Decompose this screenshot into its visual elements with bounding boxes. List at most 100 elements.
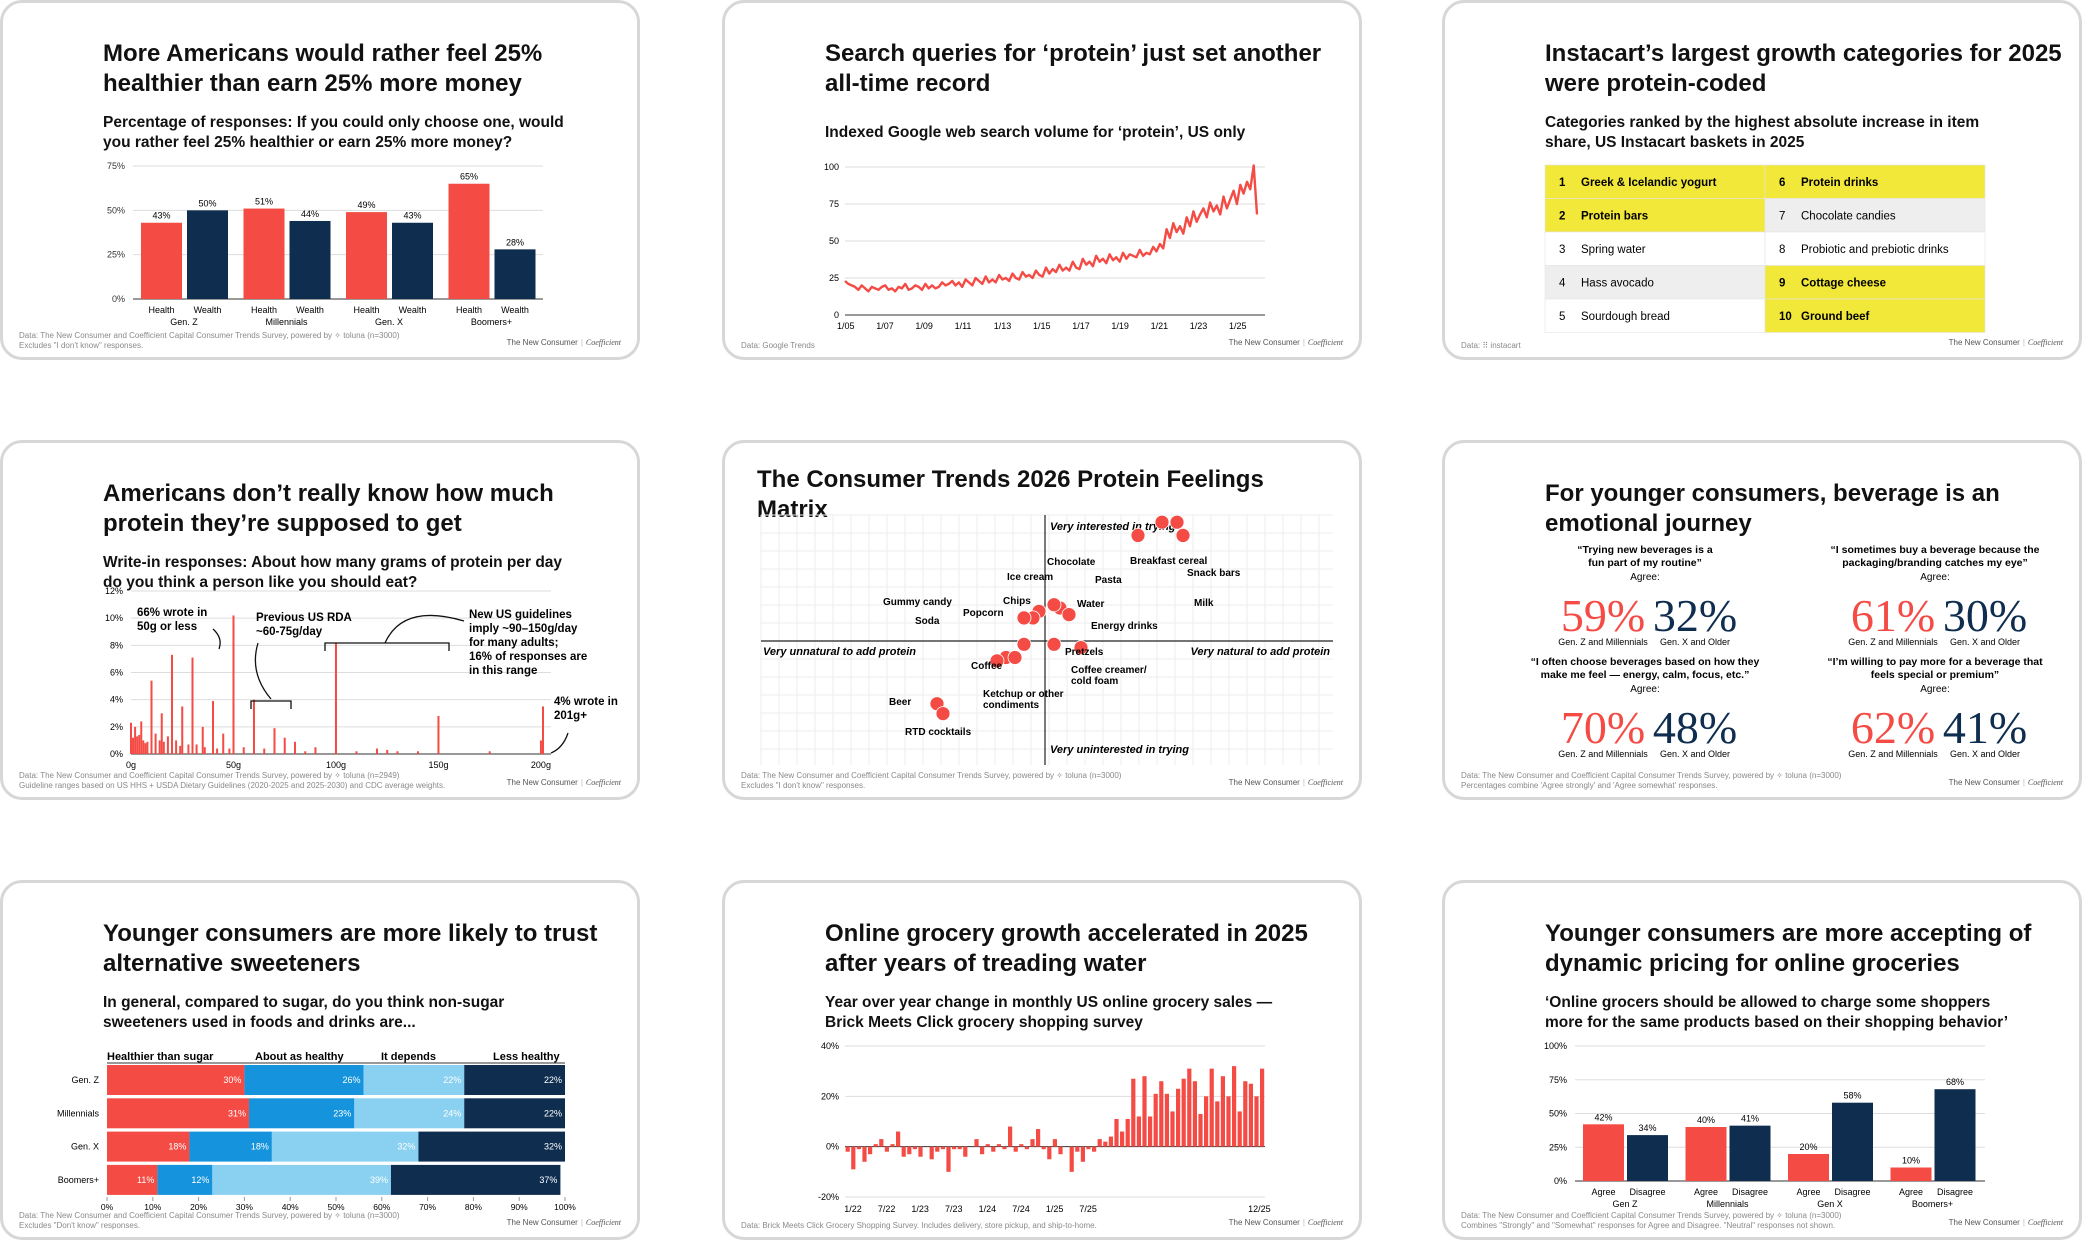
- bar-value-label: 68%: [1946, 1077, 1964, 1087]
- footnote: Data: The New Consumer and Coefficient C…: [741, 771, 1122, 790]
- brand-mark: The New Consumer | Coefficient: [1228, 338, 1343, 347]
- annotation-previous-rda: Previous US RDA ~60-75g/day: [256, 612, 352, 638]
- point-label: Gummy candy: [883, 597, 952, 608]
- legend-1: About as healthy: [255, 1051, 345, 1063]
- stacked-segment: [107, 1098, 249, 1129]
- scatter-point: [989, 653, 1005, 669]
- stat-old: 32%: [1653, 590, 1737, 641]
- y-tick-label: 0%: [826, 1142, 839, 1152]
- histogram-bar: [146, 741, 149, 754]
- category-label: Protein drinks: [1801, 177, 1878, 189]
- histogram-bar: [175, 740, 178, 754]
- bar-value-label: 28%: [506, 237, 524, 247]
- y-tick-label: 100: [824, 162, 839, 172]
- table-cell: [1764, 164, 1986, 199]
- x-tick-label: 1/15: [1033, 321, 1051, 331]
- table-cell: [1544, 298, 1766, 333]
- table-cell: [1764, 231, 1986, 266]
- bar-disagree: [1729, 1125, 1771, 1181]
- y-tick-label: 10%: [105, 613, 123, 623]
- rank-label: 6: [1779, 177, 1785, 189]
- x-tick-label: 1/11: [955, 321, 972, 331]
- x-tick-label: 7/23: [945, 1204, 963, 1214]
- footnote: Data: The New Consumer and Coefficient C…: [19, 331, 400, 350]
- bar-category-label: Health: [148, 305, 174, 315]
- y-tick-label: 0: [834, 310, 839, 320]
- histogram-bar: [252, 699, 255, 754]
- histogram-bar: [375, 748, 378, 754]
- histogram-bar: [488, 751, 491, 754]
- annotation-new-guidelines: New US guidelines imply ~90–150g/day for m…: [469, 609, 587, 677]
- month-bar: [1254, 1096, 1259, 1147]
- x-tick-label: 1/21: [1151, 321, 1169, 331]
- x-tick-label: 30%: [236, 1202, 253, 1212]
- month-bar: [1103, 1141, 1108, 1147]
- scatter-point: [1175, 528, 1191, 543]
- x-tick-label: 80%: [465, 1202, 482, 1212]
- histogram-bar: [144, 743, 147, 754]
- month-bar: [952, 1146, 957, 1150]
- segment-label: 30%: [223, 1075, 241, 1085]
- quote-text: packaging/branding catches my eye”: [1842, 557, 2028, 569]
- rank-label: 9: [1779, 278, 1785, 290]
- bar-category-label: Agree: [1694, 1187, 1718, 1197]
- histogram-bar: [142, 740, 145, 754]
- y-tick-label: 20%: [821, 1091, 839, 1101]
- chart-title: The Consumer Trends 2026 Protein Feeling…: [757, 466, 1264, 523]
- month-bar: [896, 1131, 901, 1147]
- rank-label: 10: [1779, 311, 1792, 323]
- category-label: Probiotic and prebiotic drinks: [1801, 244, 1949, 256]
- rank-label: 8: [1779, 244, 1785, 256]
- stacked-segment: [271, 1131, 419, 1162]
- month-bar: [1209, 1068, 1214, 1147]
- category-label: Hass avocado: [1581, 278, 1654, 290]
- month-bar: [1080, 1146, 1085, 1162]
- segment-label: 12%: [191, 1175, 209, 1185]
- y-tick-label: 2%: [110, 722, 123, 732]
- chart-title: Online grocery growth accelerated in 202…: [825, 920, 1308, 977]
- month-bar: [929, 1146, 934, 1160]
- bar-disagree: [1832, 1102, 1873, 1181]
- group-label: Boomers+: [1912, 1199, 1953, 1209]
- month-bar: [1024, 1146, 1029, 1150]
- bar-value-label: 51%: [255, 197, 273, 207]
- stacked-segment: [248, 1098, 355, 1129]
- scatter-point: [1016, 610, 1032, 626]
- quote-text: “Trying new beverages is a: [1577, 544, 1713, 556]
- y-tick-label: 25%: [107, 250, 125, 260]
- month-bar: [851, 1146, 856, 1170]
- annotation-arrow: [212, 628, 221, 650]
- young-label: Gen. Z and Millennials: [1848, 749, 1938, 759]
- x-tick-label: 150g: [428, 760, 448, 770]
- rank-label: 2: [1559, 211, 1565, 223]
- month-bar: [1036, 1129, 1041, 1147]
- histogram-bar: [314, 747, 317, 754]
- month-bar: [1052, 1139, 1057, 1147]
- month-bar: [991, 1146, 996, 1152]
- month-bar: [1176, 1088, 1181, 1147]
- x-tick-label: 90%: [511, 1202, 528, 1212]
- histogram-bar: [437, 715, 440, 754]
- stacked-segment: [107, 1164, 158, 1195]
- scatter-point: [1154, 514, 1170, 530]
- month-bar: [890, 1144, 895, 1147]
- bar-category-label: Agree: [1591, 1187, 1615, 1197]
- month-bar: [1114, 1118, 1119, 1147]
- x-tick-label: 1/22: [844, 1204, 862, 1214]
- point-label: Coffee: [971, 661, 1003, 672]
- footnote: Data: Google Trends: [741, 341, 815, 350]
- brand-mark: The New Consumer | Coefficient: [1948, 1218, 2063, 1227]
- point-label: Popcorn: [963, 608, 1004, 619]
- bar-value-label: 34%: [1638, 1123, 1656, 1133]
- footnote: Data: The New Consumer and Coefficient C…: [1461, 771, 1842, 790]
- chart-subtitle: ‘Online grocers should be allowed to cha…: [1545, 994, 2009, 1031]
- histogram-bar: [216, 748, 219, 754]
- scatter-point: [1046, 636, 1062, 652]
- histogram-bar: [273, 728, 276, 754]
- footnote: Data: The New Consumer and Coefficient C…: [1461, 1211, 1842, 1230]
- bar-agree: [1583, 1124, 1624, 1181]
- table-cell: [1544, 231, 1766, 266]
- bar-agree: [1890, 1167, 1932, 1181]
- annotation-arrow: [254, 642, 272, 700]
